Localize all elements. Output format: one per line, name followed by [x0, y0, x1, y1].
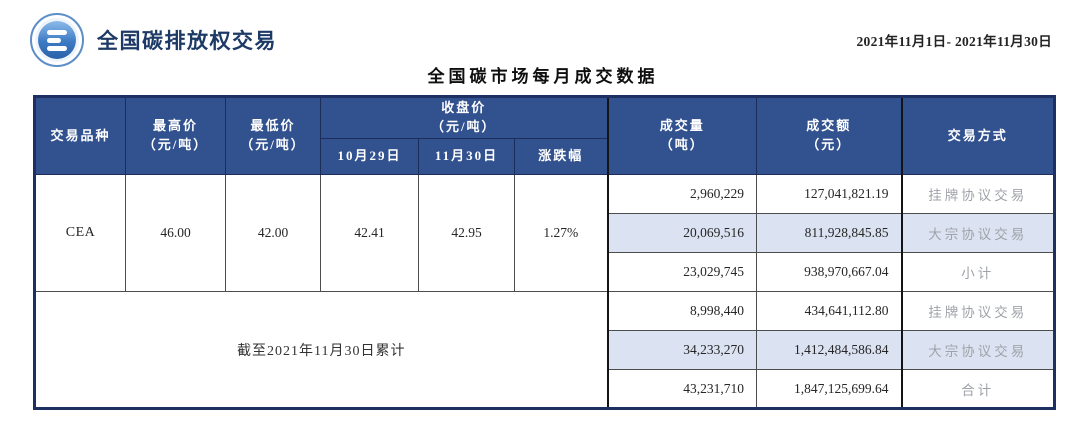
table-row-cumulative-block: 34,233,270 1,412,484,586.84 大宗协议交易 — [35, 330, 1055, 370]
method-cell: 小计 — [900, 252, 1055, 292]
date-range: 2021年11月1日- 2021年11月30日 — [856, 34, 1052, 49]
table-row-monthly-listed: CEA 46.00 42.00 42.41 42.95 1.27% 2,960,… — [34, 174, 1055, 292]
header-change-rate: 涨跌幅 — [514, 138, 608, 175]
amount-cell: 1,847,125,699.64 — [756, 369, 902, 409]
volume-cell: 8,998,440 — [606, 291, 757, 331]
low-price-cell: 42.00 — [225, 174, 321, 292]
header-volume: 成交量 （吨） — [606, 96, 757, 175]
volume-cell: 2,960,229 — [606, 174, 757, 214]
brand: 全国碳排放权交易 — [30, 13, 277, 67]
header-product: 交易品种 — [34, 96, 126, 175]
volume-cell: 20,069,516 — [606, 213, 757, 253]
amount-cell: 811,928,845.85 — [756, 213, 902, 253]
table-row-monthly-subtotal: 23,029,745 938,970,667.04 小计 — [35, 252, 1055, 292]
close-oct29-cell: 42.41 — [320, 174, 419, 292]
amount-cell: 1,412,484,586.84 — [756, 330, 902, 370]
header-amount: 成交额 （元） — [756, 96, 902, 175]
method-cell: 合计 — [900, 369, 1055, 409]
table-row-monthly-block: 20,069,516 811,928,845.85 大宗协议交易 — [35, 213, 1055, 253]
header-close-group: 收盘价 （元/吨） — [320, 96, 608, 139]
header-high-price: 最高价 （元/吨） — [125, 96, 226, 175]
logo-inner-circle — [38, 21, 76, 59]
high-price-cell: 46.00 — [125, 174, 226, 292]
volume-cell: 34,233,270 — [606, 330, 757, 370]
volume-cell: 43,231,710 — [606, 369, 757, 409]
monthly-trading-table: 交易品种 最高价 （元/吨） 最低价 （元/吨） 收盘价 （元/吨） 成交量 （… — [33, 95, 1056, 410]
page-title: 全国碳市场每月成交数据 — [427, 67, 659, 86]
product-cell: CEA — [34, 174, 126, 292]
method-cell: 大宗协议交易 — [900, 330, 1055, 370]
table-row-cumulative-total: 43,231,710 1,847,125,699.64 合计 — [35, 369, 1055, 409]
header-close-nov30: 11月30日 — [418, 138, 515, 175]
header-low-price: 最低价 （元/吨） — [225, 96, 321, 175]
amount-cell: 434,641,112.80 — [756, 291, 902, 331]
header-method: 交易方式 — [900, 96, 1055, 175]
method-cell: 挂牌协议交易 — [900, 291, 1055, 331]
carbon-exchange-logo-icon — [30, 13, 84, 67]
close-nov30-cell: 42.95 — [418, 174, 515, 292]
method-cell: 大宗协议交易 — [900, 213, 1055, 253]
volume-cell: 23,029,745 — [606, 252, 757, 292]
brand-title: 全国碳排放权交易 — [97, 30, 277, 53]
amount-cell: 127,041,821.19 — [756, 174, 902, 214]
change-rate-cell: 1.27% — [514, 174, 608, 292]
cumulative-label-cell: 截至2021年11月30日累计 — [34, 291, 608, 409]
header-close-oct29: 10月29日 — [320, 138, 419, 175]
table-row-cumulative-listed: 截至2021年11月30日累计 8,998,440 434,641,112.80… — [34, 291, 1055, 409]
amount-cell: 938,970,667.04 — [756, 252, 902, 292]
method-cell: 挂牌协议交易 — [900, 174, 1055, 214]
top-bar: 全国碳排放权交易 2021年11月1日- 2021年11月30日 — [30, 10, 1052, 70]
